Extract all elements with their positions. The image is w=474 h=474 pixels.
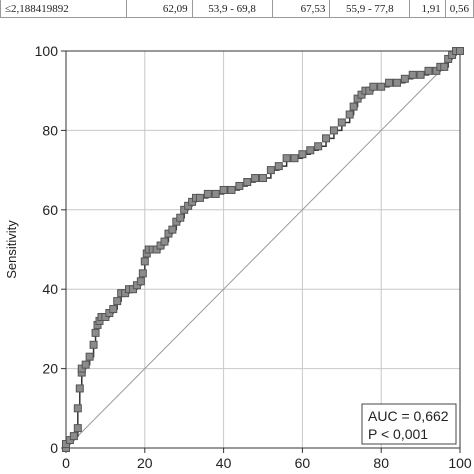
criterion-cell: ≤2,188419892 [0,0,127,18]
roc-point-marker [243,178,252,187]
roc-point-marker [349,102,358,111]
roc-point-marker [140,257,149,266]
roc-point-marker [73,424,82,433]
x-tick-label: 40 [216,455,232,471]
roc-point-marker [81,360,90,369]
roc-point-marker [203,189,212,198]
roc-point-marker [274,162,283,171]
roc-point-marker [176,213,185,222]
statistics-table-row: ≤2,188419892 62,09 53,9 - 69,8 67,53 55,… [0,0,474,18]
roc-curve-markers [62,47,464,452]
sensitivity-ci-cell: 53,9 - 69,8 [191,0,273,18]
roc-point-marker [266,166,275,175]
roc-point-marker [416,70,425,79]
roc-point-marker [290,154,299,163]
roc-point-marker [75,384,84,393]
roc-point-marker [282,154,291,163]
roc-point-marker [89,340,98,349]
roc-point-marker [136,277,145,286]
nlr-cell: 0,56 [444,0,474,18]
roc-point-marker [322,134,331,143]
roc-point-marker [392,78,401,87]
roc-point-marker [219,185,228,194]
x-axis-tick-labels: 0 20 40 60 80 100 [62,455,472,471]
roc-point-marker [329,126,338,135]
roc-point-marker [337,118,346,127]
auc-legend-box [361,403,457,445]
roc-point-marker [259,174,267,183]
y-tick-label: 100 [35,43,59,59]
y-tick-label: 40 [42,281,58,297]
roc-point-marker [195,193,204,202]
roc-point-marker [73,404,82,413]
y-tick-label: 60 [42,202,58,218]
x-tick-label: 0 [62,455,70,471]
table-row: ≤2,188419892 62,09 53,9 - 69,8 67,53 55,… [0,0,474,18]
specificity-cell: 67,53 [271,0,331,18]
x-tick-label: 20 [137,455,153,471]
y-tick-label: 80 [42,122,58,138]
roc-point-marker [440,62,449,71]
x-tick-label: 60 [295,455,311,471]
roc-point-marker [227,185,236,194]
y-axis-tick-labels: 0 20 40 60 80 100 [35,43,59,456]
reference-diagonal-line [65,50,461,449]
roc-point-marker [251,174,260,183]
roc-point-marker [314,142,323,151]
roc-point-marker [138,269,147,278]
roc-point-marker [235,181,244,190]
roc-point-marker [456,47,464,55]
y-tick-label: 0 [50,440,58,456]
roc-point-marker [160,237,169,246]
roc-point-marker [211,189,220,198]
roc-point-marker [168,225,177,234]
p-value-text: P < 0,001 [368,426,428,442]
roc-point-marker [424,66,433,75]
y-axis-title: Sensitivity [4,220,19,279]
roc-point-marker [369,82,378,91]
plot-frame [65,50,461,449]
roc-point-marker [385,78,394,87]
roc-point-marker [69,432,78,441]
roc-point-marker [345,110,354,119]
y-tick-label: 20 [42,361,58,377]
roc-point-marker [408,70,417,79]
roc-point-marker [377,82,386,91]
roc-point-marker [400,74,409,83]
roc-point-marker [109,305,118,314]
auc-value-text: AUC = 0,662 [368,408,449,424]
x-tick-label: 80 [373,455,389,471]
roc-point-marker [85,352,94,361]
sensitivity-cell: 62,09 [125,0,193,18]
roc-point-marker [306,146,315,155]
roc-point-marker [113,297,122,306]
x-tick-label: 100 [448,455,472,471]
roc-point-marker [298,150,307,159]
roc-point-marker [91,328,100,337]
plr-cell: 1,91 [409,0,446,18]
